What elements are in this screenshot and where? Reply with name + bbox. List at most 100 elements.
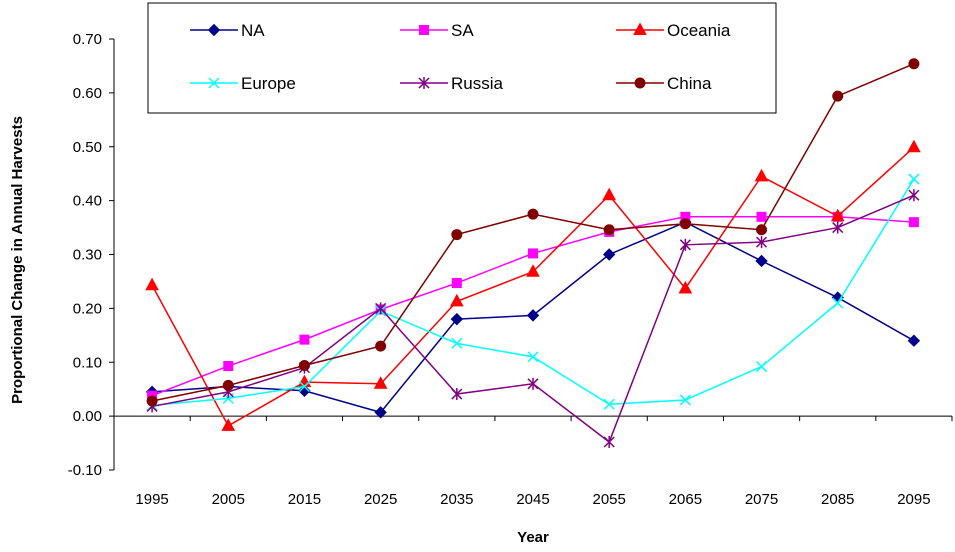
legend-marker-europe (208, 77, 220, 89)
y-tick-label: 0.00 (73, 408, 102, 425)
legend-label: China (667, 74, 712, 93)
y-tick-label: -0.10 (68, 462, 102, 479)
legend-marker-oceania (633, 22, 647, 35)
data-point-europe (298, 380, 310, 393)
legend-marker-china (634, 77, 646, 89)
x-tick-label: 2075 (745, 491, 778, 508)
data-point-na (602, 248, 616, 261)
x-axis-title: Year (517, 529, 549, 546)
data-point-russia (679, 238, 691, 251)
x-tick-label: 1995 (135, 491, 168, 508)
data-point-russia (451, 388, 463, 401)
series-sa (147, 211, 919, 401)
data-point-europe (832, 297, 844, 309)
data-point-na (907, 334, 921, 347)
data-point-russia (756, 236, 768, 249)
data-point-europe (679, 394, 691, 406)
legend-label: SA (451, 21, 474, 40)
x-tick-label: 2065 (669, 491, 702, 508)
x-tick-label: 2095 (897, 491, 930, 508)
data-point-china (603, 224, 615, 236)
data-point-china (451, 229, 463, 241)
data-point-oceania (602, 187, 617, 201)
x-tick-label: 2085 (821, 491, 854, 508)
data-point-china (679, 218, 691, 230)
data-point-china (298, 359, 310, 371)
data-point-china (375, 340, 387, 352)
data-point-china (756, 224, 768, 236)
data-point-oceania (221, 418, 236, 431)
data-point-sa (299, 334, 310, 345)
data-point-oceania (297, 374, 312, 388)
legend-item-europe: Europe (190, 74, 296, 93)
legend: NA SA Oceania Europe Russia China (147, 2, 777, 114)
y-tick-label: 0.10 (73, 354, 102, 371)
data-point-na (374, 406, 387, 419)
data-point-na (526, 309, 540, 322)
data-point-sa (908, 217, 919, 228)
legend-item-china: China (616, 74, 712, 93)
series-china (146, 58, 920, 407)
data-point-na (450, 312, 464, 326)
data-point-sa (528, 248, 538, 259)
legend-label: NA (241, 21, 265, 40)
data-point-china (832, 90, 844, 102)
legend-item-sa: SA (400, 21, 474, 40)
series-layer (145, 58, 921, 448)
y-axis-title: Proportional Change in Annual Harvests (9, 116, 26, 404)
x-tick-label: 2055 (592, 491, 625, 508)
data-point-sa (223, 361, 234, 372)
data-point-europe (756, 361, 768, 373)
x-tick-label: 2005 (212, 491, 245, 508)
data-point-china (527, 208, 539, 220)
data-point-europe (527, 351, 539, 363)
data-point-oceania (678, 280, 693, 294)
legend-item-russia: Russia (400, 74, 504, 93)
legend-label: Europe (241, 74, 296, 93)
y-tick-label: 0.30 (73, 247, 102, 264)
y-tick-label: 0.50 (73, 139, 102, 156)
y-tick-label: 0.70 (73, 31, 102, 48)
data-point-europe (908, 173, 920, 185)
data-point-sa (756, 211, 767, 222)
data-point-oceania (830, 208, 845, 222)
data-point-oceania (907, 139, 921, 153)
data-point-oceania (373, 376, 388, 389)
data-point-europe (603, 398, 615, 410)
x-tick-label: 2015 (288, 491, 321, 508)
data-point-china (908, 58, 920, 70)
data-point-russia (375, 302, 387, 315)
legend-item-oceania: Oceania (616, 21, 731, 40)
legend-marker-russia (418, 77, 430, 89)
y-tick-label: 0.20 (73, 300, 102, 317)
data-point-russia (603, 435, 615, 448)
legend-item-na: NA (190, 21, 265, 40)
data-point-na (755, 254, 768, 268)
legend-marker-na (207, 23, 221, 37)
data-point-oceania (145, 277, 159, 291)
legend-marker-sa (419, 25, 429, 35)
data-point-oceania (754, 168, 769, 182)
x-tick-label: 2045 (516, 491, 549, 508)
legend-label: Oceania (667, 21, 731, 40)
data-point-china (146, 395, 158, 407)
data-point-russia (527, 377, 539, 390)
data-point-oceania (526, 264, 540, 277)
data-point-europe (451, 337, 463, 349)
x-tick-label: 2035 (440, 491, 473, 508)
data-point-russia (832, 221, 844, 234)
data-point-na (298, 384, 311, 398)
y-tick-label: 0.60 (73, 85, 102, 102)
data-point-sa (451, 278, 462, 289)
y-tick-label: 0.40 (73, 193, 102, 210)
data-point-russia (908, 189, 920, 202)
x-tick-label: 2025 (364, 491, 397, 508)
legend-box (147, 2, 777, 114)
series-line-china (151, 63, 915, 402)
series-line-sa (151, 216, 914, 397)
axes: -0.10 0.00 0.10 0.20 0.30 0.40 0.50 0.60 0.70 199… (68, 31, 953, 508)
data-point-china (222, 379, 234, 391)
legend-label: Russia (451, 74, 504, 93)
data-point-oceania (449, 293, 464, 307)
